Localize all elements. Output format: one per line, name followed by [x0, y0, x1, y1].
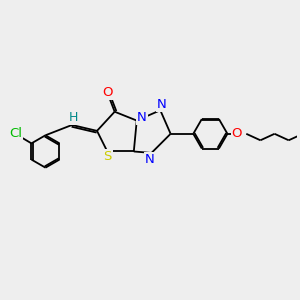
Text: O: O	[102, 86, 112, 99]
Text: Cl: Cl	[9, 127, 22, 140]
Text: S: S	[103, 150, 112, 163]
Text: N: N	[137, 110, 147, 124]
Text: H: H	[69, 111, 78, 124]
Text: N: N	[145, 153, 155, 166]
Text: O: O	[232, 127, 242, 140]
Text: N: N	[157, 98, 167, 111]
